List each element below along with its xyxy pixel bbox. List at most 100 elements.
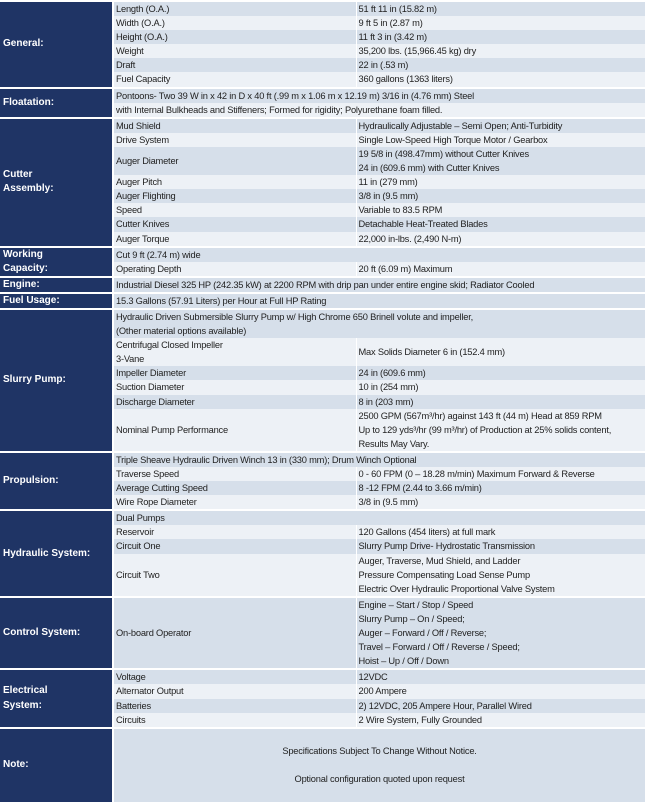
table-row: Cutter Knives Detachable Heat-Treated Bla…	[0, 217, 645, 232]
spec-name: Length (O.A.)	[113, 1, 356, 17]
table-row: Slurry Pump: Hydraulic Driven Submersible…	[0, 308, 645, 452]
spec-value: 3/8 in (9.5 mm)	[355, 189, 645, 204]
table-row: Auger Torque 22,000 in-lbs. (2,490 N-m)	[0, 231, 645, 247]
spec-value: 24 in (609.6 mm)	[355, 366, 645, 381]
spec-section: Control System: On-board Operator Engine –…	[0, 596, 645, 670]
section-label-working-capacity: Working Capacity:	[0, 246, 114, 277]
table-row: Engine: Industrial Diesel 325 HP (242.35 …	[0, 276, 645, 293]
spec-value: 51 ft 11 in (15.82 m)	[355, 1, 645, 17]
table-row: Average Cutting Speed 8 -12 FPM (2.44 to …	[0, 481, 645, 496]
table-row: Fuel Usage: 15.3 Gallons (57.91 Liters) p…	[0, 292, 645, 309]
spec-section: Propulsion: Triple Sheave Hydraulic Drive…	[0, 451, 645, 511]
spec-text: Triple Sheave Hydraulic Driven Winch 13 …	[113, 451, 645, 467]
spec-name: Auger Pitch	[113, 175, 356, 190]
spec-section: Engine: Industrial Diesel 325 HP (242.35 …	[0, 276, 645, 293]
table-row: Propulsion: Triple Sheave Hydraulic Drive…	[0, 451, 645, 511]
spec-value: 2) 12VDC, 205 Ampere Hour, Parallel Wire…	[355, 698, 645, 713]
table-row: Auger Diameter 19 5/8 in (498.47mm) witho…	[0, 146, 645, 176]
spec-section: General: Length (O.A.) 51 ft 11 in (15.82 …	[0, 1, 645, 88]
spec-value: 3/8 in (9.5 mm)	[355, 495, 645, 511]
spec-section: Note: Specifications Subject To Change Wi…	[0, 727, 645, 802]
table-row: Discharge Diameter 8 in (203 mm)	[0, 394, 645, 409]
table-row: Nominal Pump Performance 2500 GPM (567m³/…	[0, 408, 645, 452]
table-row: Fuel Capacity 360 gallons (1363 liters)	[0, 72, 645, 88]
spec-section: Slurry Pump: Hydraulic Driven Submersible…	[0, 308, 645, 452]
note-line: Specifications Subject To Change Without…	[282, 746, 477, 757]
spec-section: Fuel Usage: 15.3 Gallons (57.91 Liters) p…	[0, 292, 645, 309]
spec-value: Auger, Traverse, Mud Shield, and Ladder …	[355, 553, 645, 597]
section-label-general: General:	[0, 1, 114, 88]
spec-value: 20 ft (6.09 m) Maximum	[355, 261, 645, 277]
spec-text: Pontoons- Two 39 W in x 42 in D x 40 ft …	[113, 87, 645, 103]
spec-value: Hydraulically Adjustable – Semi Open; An…	[355, 117, 645, 133]
spec-value: 2500 GPM (567m³/hr) against 143 ft (44 m…	[355, 408, 645, 452]
table-row: Circuit Two Auger, Traverse, Mud Shield, …	[0, 553, 645, 597]
spec-value: 360 gallons (1363 liters)	[355, 72, 645, 88]
spec-name: Centrifugal Closed Impeller 3-Vane	[113, 338, 356, 367]
table-row: Width (O.A.) 9 ft 5 in (2.87 m)	[0, 16, 645, 31]
spec-value: 0 - 60 FPM (0 – 18.28 m/min) Maximum For…	[355, 467, 645, 482]
spec-value: 22 in (.53 m)	[355, 58, 645, 73]
table-row: Reservoir 120 Gallons (454 liters) at ful…	[0, 525, 645, 540]
spec-section: Hydraulic System: Dual Pumps Reservoir 120 …	[0, 510, 645, 597]
table-row: Auger Pitch 11 in (279 mm)	[0, 175, 645, 190]
spec-value: Engine – Start / Stop / Speed Slurry Pum…	[355, 596, 645, 670]
spec-name: Circuits	[113, 712, 356, 728]
spec-value: 12VDC	[355, 669, 645, 685]
table-row: Control System: On-board Operator Engine –…	[0, 596, 645, 670]
spec-section: Cutter Assembly: Mud Shield Hydraulically …	[0, 117, 645, 247]
table-row: Electrical System: Voltage 12VDC	[0, 669, 645, 728]
spec-name: Circuit Two	[113, 553, 356, 597]
table-row: Impeller Diameter 24 in (609.6 mm)	[0, 366, 645, 381]
spec-name: Voltage	[113, 669, 356, 685]
table-row: Cutter Assembly: Mud Shield Hydraulically …	[0, 117, 645, 247]
table-row: Operating Depth 20 ft (6.09 m) Maximum	[0, 261, 645, 277]
table-row: Drive System Single Low-Speed High Torque…	[0, 132, 645, 147]
spec-name: Draft	[113, 58, 356, 73]
spec-section: Floatation: Pontoons- Two 39 W in x 42 in…	[0, 87, 645, 118]
spec-name: Operating Depth	[113, 261, 356, 277]
section-label-note: Note:	[0, 727, 114, 802]
spec-text: Dual Pumps	[113, 510, 645, 526]
spec-name: Auger Flighting	[113, 189, 356, 204]
table-row: Alternator Output 200 Ampere	[0, 684, 645, 699]
spec-name: Wire Rope Diameter	[113, 495, 356, 511]
spec-name: Weight	[113, 44, 356, 59]
table-row: Working Capacity: Cut 9 ft (2.74 m) wide	[0, 246, 645, 277]
spec-value: 9 ft 5 in (2.87 m)	[355, 16, 645, 31]
spec-value: 22,000 in-lbs. (2,490 N-m)	[355, 231, 645, 247]
section-label-hydraulic-system: Hydraulic System:	[0, 510, 114, 597]
spec-name: Auger Diameter	[113, 146, 356, 176]
spec-name: Reservoir	[113, 525, 356, 540]
spec-value: 8 -12 FPM (2.44 to 3.66 m/min)	[355, 481, 645, 496]
spec-value: 2 Wire System, Fully Grounded	[355, 712, 645, 728]
note-text: Specifications Subject To Change Without…	[113, 727, 645, 802]
section-label-cutter-assembly: Cutter Assembly:	[0, 117, 114, 247]
spec-text: Hydraulic Driven Submersible Slurry Pump…	[113, 308, 645, 339]
section-label-fuel-usage: Fuel Usage:	[0, 292, 114, 309]
spec-value: Variable to 83.5 RPM	[355, 203, 645, 218]
spec-name: Suction Diameter	[113, 380, 356, 395]
table-row: Hydraulic System: Dual Pumps	[0, 510, 645, 597]
spec-value: 8 in (203 mm)	[355, 394, 645, 409]
spec-value: Single Low-Speed High Torque Motor / Gea…	[355, 132, 645, 147]
note-line: Optional configuration quoted upon reque…	[294, 774, 465, 785]
spec-value: 11 in (279 mm)	[355, 175, 645, 190]
table-row: Floatation: Pontoons- Two 39 W in x 42 in…	[0, 87, 645, 118]
spec-name: Nominal Pump Performance	[113, 408, 356, 452]
spec-text: Cut 9 ft (2.74 m) wide	[113, 246, 645, 262]
note-row: Note: Specifications Subject To Change Wi…	[0, 727, 645, 802]
table-row: Height (O.A.) 11 ft 3 in (3.42 m)	[0, 30, 645, 45]
spec-name: Cutter Knives	[113, 217, 356, 232]
spec-name: Circuit One	[113, 539, 356, 554]
spec-name: Speed	[113, 203, 356, 218]
spec-text: 15.3 Gallons (57.91 Liters) per Hour at …	[113, 292, 645, 309]
section-label-propulsion: Propulsion:	[0, 451, 114, 511]
spec-name: Width (O.A.)	[113, 16, 356, 31]
spec-section: Electrical System: Voltage 12VDC Alternator…	[0, 669, 645, 728]
table-row: Centrifugal Closed Impeller 3-Vane Max So…	[0, 338, 645, 367]
spec-value: 35,200 lbs. (15,966.45 kg) dry	[355, 44, 645, 59]
table-row: Traverse Speed 0 - 60 FPM (0 – 18.28 m/mi…	[0, 467, 645, 482]
spec-name: Auger Torque	[113, 231, 356, 247]
